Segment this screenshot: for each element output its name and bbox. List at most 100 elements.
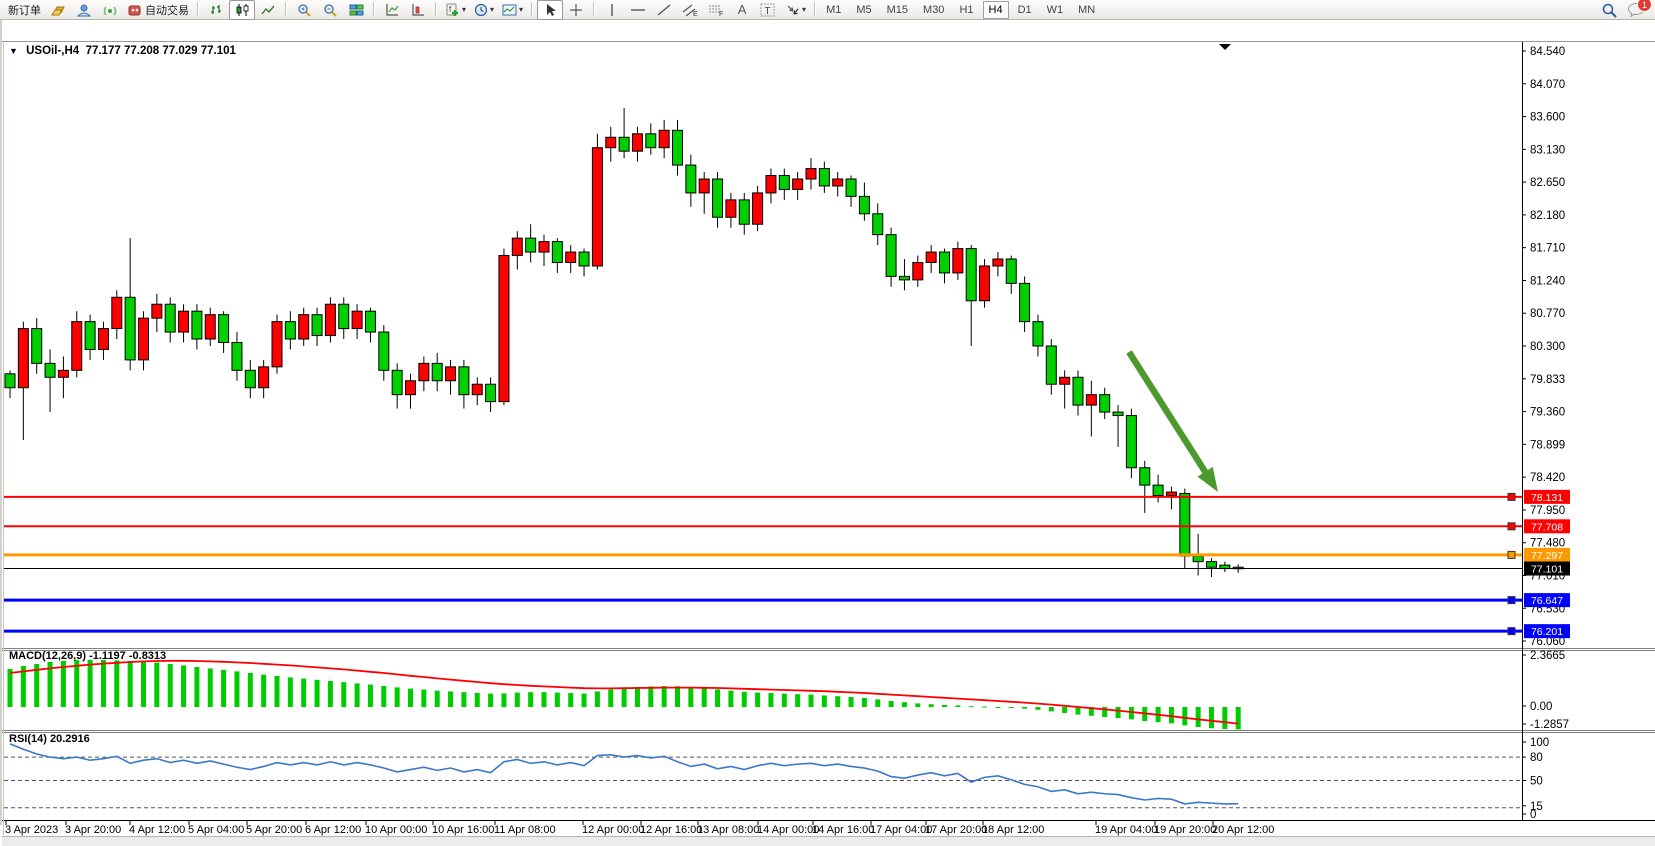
fibonacci-button[interactable]: F	[703, 0, 729, 20]
timeframe-w1[interactable]: W1	[1046, 3, 1064, 16]
macd-histogram-bar	[314, 679, 320, 707]
candle-body	[485, 383, 497, 403]
line-chart-button[interactable]	[255, 0, 281, 20]
candle-body	[898, 275, 910, 281]
time-axis-label: 14 Apr 00:00	[757, 824, 819, 836]
price-badge	[1524, 489, 1570, 504]
timeframe-mn[interactable]: MN	[1078, 3, 1096, 16]
timeframe-d1[interactable]: D1	[1017, 3, 1032, 16]
candle-body	[578, 251, 590, 267]
crosshair-button[interactable]	[563, 0, 589, 20]
time-axis-label: 19 Apr 20:00	[1154, 824, 1216, 836]
line-drag-handle[interactable]	[1507, 522, 1516, 531]
macd-histogram-bar	[1048, 707, 1054, 712]
indicator-list-button[interactable]	[379, 0, 405, 20]
candle-body	[244, 369, 256, 389]
new-order-button[interactable]: 新订单	[4, 0, 45, 20]
macd-histogram-bar	[421, 689, 427, 707]
line-drag-handle[interactable]	[1507, 492, 1516, 501]
time-axis-label: 14 Apr 16:00	[812, 824, 874, 836]
bar-chart-button[interactable]	[203, 0, 229, 20]
community-button[interactable]	[71, 0, 97, 20]
cursor-icon	[546, 3, 556, 16]
candle-body	[885, 234, 897, 277]
macd-values: -1.1197 -0.8313	[89, 650, 167, 662]
price-badge-value: 77.297	[1531, 550, 1563, 562]
macd-histogram-bar	[60, 661, 66, 707]
toolbar-separator	[285, 2, 287, 17]
trend-arrow-shaft[interactable]	[1126, 350, 1211, 477]
macd-histogram-bar	[1022, 707, 1028, 709]
toolbar-separator	[435, 2, 437, 17]
macd-histogram-bar	[7, 669, 13, 707]
zoom-in-button[interactable]	[291, 0, 317, 20]
price-chart-canvas[interactable]: 84.540 84.070 83.600 83.130 82.650 82.180 81.7…	[2, 20, 1655, 845]
candle-body	[872, 213, 884, 236]
macd-histogram-bar	[634, 687, 640, 707]
time-axis-label: 11 Apr 08:00	[494, 824, 556, 836]
macd-histogram-bar	[1062, 707, 1068, 713]
candle-body	[431, 362, 443, 382]
candle-body	[498, 255, 510, 403]
quote-high: 77.208	[123, 45, 160, 57]
template-button[interactable]: ▾	[498, 0, 527, 20]
text-button[interactable]: A	[729, 0, 755, 20]
candlestick-chart-button[interactable]	[229, 0, 255, 20]
arrows-tool-icon	[787, 5, 799, 15]
zoom-out-button[interactable]	[317, 0, 343, 20]
gold-ingot-icon	[50, 6, 65, 15]
macd-histogram-bar	[381, 686, 387, 707]
candle-body	[405, 380, 416, 396]
macd-histogram-bar	[755, 692, 761, 707]
trendline-button[interactable]	[651, 0, 677, 20]
search-icon[interactable]	[1601, 2, 1619, 18]
rsi-axis-label: 0	[1530, 809, 1536, 821]
price-badge-value: 76.647	[1531, 595, 1563, 607]
channel-button[interactable]: E	[677, 0, 703, 20]
trend-arrow-head[interactable]	[1197, 466, 1218, 492]
macd-histogram-bar	[74, 660, 80, 707]
tile-windows-button[interactable]	[343, 0, 369, 20]
timeframe-m5[interactable]: M5	[856, 3, 872, 16]
candle-body	[992, 258, 1004, 267]
macd-histogram-bar	[875, 699, 881, 707]
timeframe-m30[interactable]: M30	[923, 3, 945, 16]
text-label-button[interactable]: T	[755, 0, 781, 20]
candle-body	[178, 310, 190, 333]
cursor-button[interactable]	[537, 0, 564, 20]
timeframe-m1[interactable]: M1	[826, 3, 842, 16]
candle-body	[979, 265, 991, 302]
timeframe-m15[interactable]: M15	[886, 3, 909, 16]
price-badge	[1524, 519, 1570, 534]
macd-histogram-bar	[675, 686, 680, 707]
chart-shift-marker-icon[interactable]	[1219, 44, 1231, 50]
rsi-indicator-label: RSI(14) 20.2916	[9, 733, 90, 745]
period-button[interactable]: ▾	[470, 0, 498, 20]
line-drag-handle[interactable]	[1507, 550, 1516, 559]
timeframe-h1[interactable]: H1	[959, 3, 974, 16]
autotrade-button[interactable]: 自动交易	[123, 0, 193, 20]
horizontal-line-button[interactable]	[625, 0, 651, 20]
gold-icon[interactable]	[45, 0, 71, 20]
notifications-button[interactable]: 1	[1627, 0, 1652, 17]
macd-histogram-bar	[34, 664, 40, 707]
line-drag-handle[interactable]	[1507, 627, 1516, 636]
symbol-period-label: USOil-,H4	[26, 45, 80, 57]
time-axis-label: 10 Apr 16:00	[432, 824, 494, 836]
candle-body	[1192, 555, 1204, 563]
time-axis-label: 13 Apr 08:00	[697, 824, 759, 836]
vertical-line-button[interactable]	[599, 0, 625, 20]
dropdown-caret-icon: ▾	[802, 5, 807, 14]
candle-body	[1032, 321, 1044, 347]
candle-body	[565, 251, 577, 263]
price-axis-label: 79.360	[1530, 407, 1565, 419]
signals-button[interactable]	[97, 0, 123, 20]
collapse-triangle-icon[interactable]: ▼	[9, 46, 18, 56]
add-indicator-button[interactable]: f ▾	[441, 0, 470, 20]
macd-indicator-label: MACD(12,26,9) -1.1197 -0.8313	[9, 650, 166, 662]
timeframe-h4[interactable]: H4	[982, 0, 1009, 19]
data-window-button[interactable]	[405, 0, 431, 20]
candle-body	[1179, 492, 1191, 557]
arrows-button[interactable]: ▾	[781, 0, 810, 20]
line-drag-handle[interactable]	[1507, 596, 1516, 605]
